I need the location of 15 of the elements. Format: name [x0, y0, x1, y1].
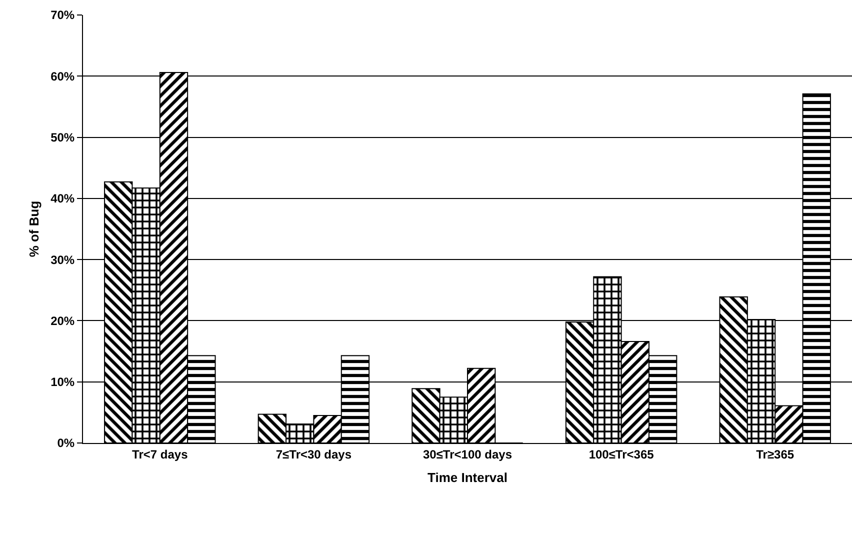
y-tick-label: 30%	[50, 252, 75, 267]
x-axis-title: Time Interval	[428, 470, 508, 485]
y-tick-label: 60%	[50, 69, 75, 84]
x-tick-label: 30≤Tr<100 days	[423, 447, 512, 462]
x-tick-label: 100≤Tr<365	[588, 447, 654, 462]
y-tick-label: 20%	[50, 314, 75, 328]
y-tick-label: 70%	[50, 8, 75, 22]
y-tick-label: 10%	[50, 375, 75, 390]
x-tick-label: 7≤Tr<30 days	[276, 447, 352, 462]
x-tick-label: Tr<7 days	[132, 447, 188, 462]
y-tick-label: 0%	[57, 436, 75, 450]
y-tick-label: 40%	[50, 192, 75, 206]
y-tick-label: 50%	[50, 130, 75, 144]
y-axis-title: % of Bug	[26, 200, 42, 258]
x-tick-label: Tr≥365	[756, 447, 794, 462]
